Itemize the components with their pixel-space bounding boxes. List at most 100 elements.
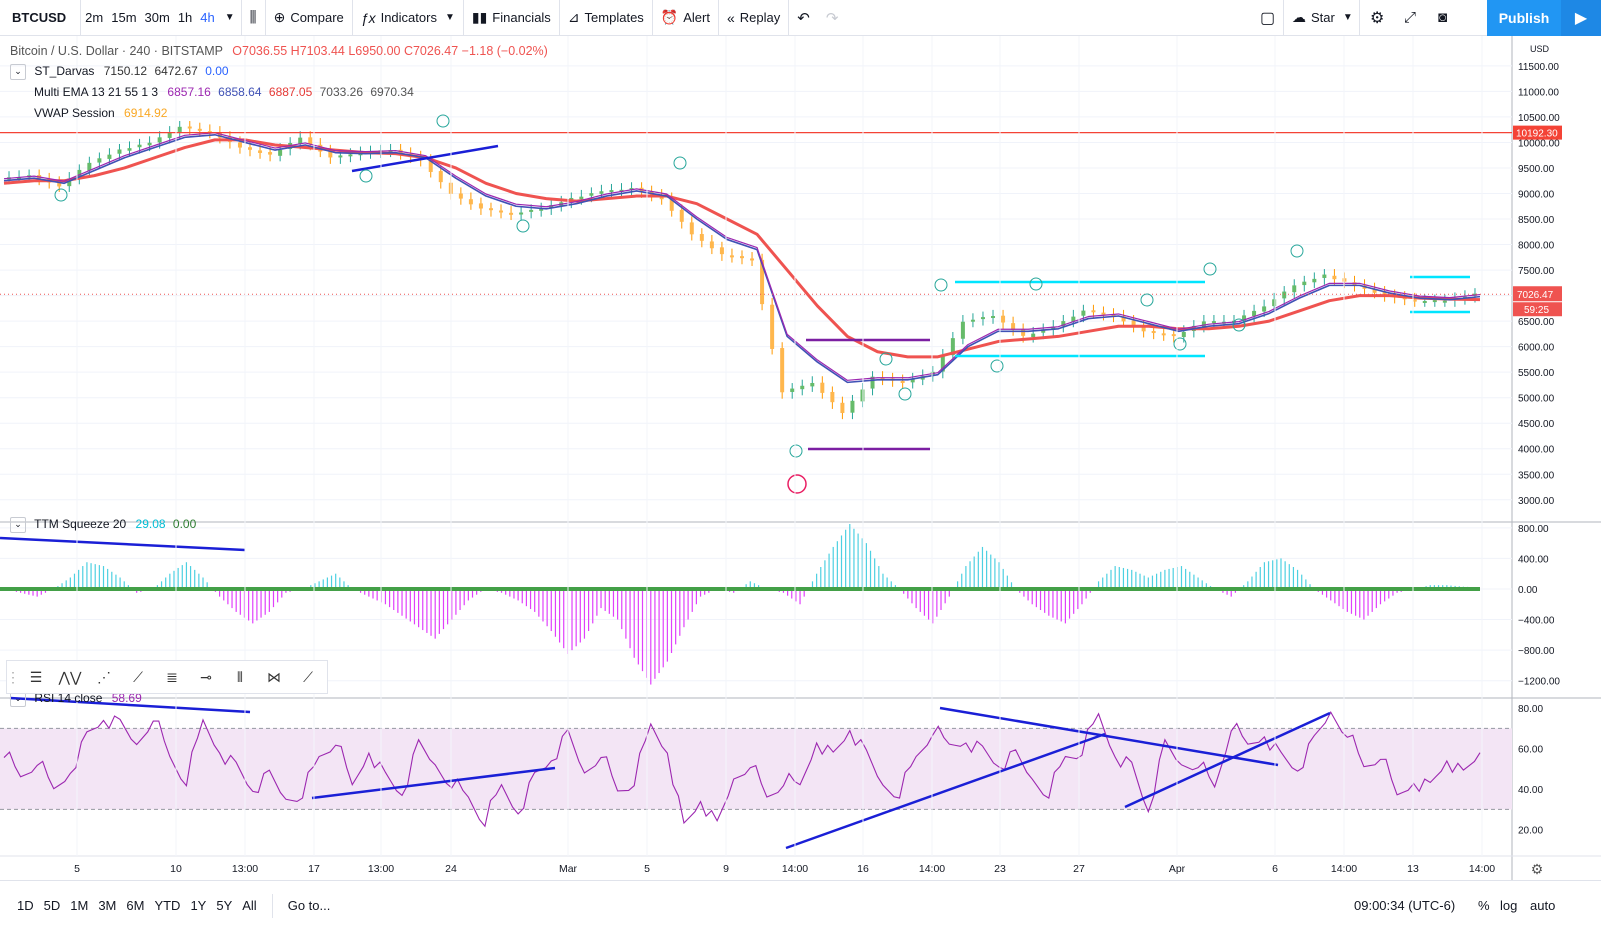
collapse-chevron-icon[interactable]: ⌄: [10, 64, 26, 80]
redo-icon[interactable]: ↷: [825, 9, 839, 27]
divider: [788, 0, 790, 36]
darvas-legend[interactable]: ⌄ ST_Darvas 7150.12 6472.67 0.00: [10, 64, 229, 80]
auto-toggle[interactable]: auto: [1530, 898, 1556, 913]
price-tick-label: 11000.00: [1518, 87, 1559, 98]
timeframe-dropdown-icon[interactable]: ▼: [224, 12, 235, 23]
play-icon[interactable]: ▶: [1561, 0, 1601, 36]
candle-body: [940, 354, 945, 372]
price-tick-label: 9000.00: [1518, 189, 1555, 200]
candle-body: [338, 155, 343, 158]
time-tick-label: 10: [170, 863, 182, 875]
star-button[interactable]: ☁ Star ▼: [1284, 0, 1361, 36]
candle-body: [1201, 321, 1206, 327]
candle-body: [1181, 331, 1186, 338]
candle-body: [117, 149, 122, 154]
vertical-lines-icon[interactable]: ⫴: [237, 668, 243, 685]
candle-body: [599, 191, 604, 194]
candle-body: [1081, 310, 1086, 316]
ttm-tick-label: −800.00: [1518, 646, 1555, 657]
percent-toggle[interactable]: %: [1478, 898, 1490, 913]
candle-body: [488, 208, 493, 211]
range-all[interactable]: All: [242, 898, 257, 913]
undo-icon[interactable]: ↶: [797, 9, 810, 27]
candle-body: [17, 177, 22, 180]
candle-body: [1041, 329, 1046, 333]
expand-icon[interactable]: ⤢: [1404, 9, 1417, 26]
ema-legend: Multi EMA 13 21 55 1 3 6857.16 6858.64 6…: [34, 85, 414, 99]
candle-body: [699, 234, 704, 241]
candle-body: [107, 154, 112, 159]
range-5y[interactable]: 5Y: [216, 898, 233, 913]
candle-body: [1061, 321, 1066, 327]
range-1y[interactable]: 1Y: [190, 898, 207, 913]
symbol-search[interactable]: BTCUSD: [12, 10, 67, 25]
chart-canvas[interactable]: 11500.00 11000.00 10500.00 10000.00 9500.00 9…: [0, 36, 1601, 880]
fib-icon[interactable]: ≣: [166, 668, 178, 685]
replay-button[interactable]: « Replay: [719, 0, 788, 36]
candle-body: [468, 199, 473, 205]
darvas-value-3: 0.00: [205, 64, 229, 79]
elliott-wave-icon[interactable]: ⋰: [97, 668, 111, 685]
horizontal-ray-icon[interactable]: ⊸: [200, 668, 212, 685]
trend-line-icon[interactable]: ⟋: [303, 668, 313, 685]
candle-body: [187, 126, 192, 129]
time-tick-label: 17: [308, 863, 320, 875]
goto-button[interactable]: Go to...: [287, 898, 331, 913]
log-toggle[interactable]: log: [1500, 898, 1518, 913]
price-tick-label: 11500.00: [1518, 62, 1559, 73]
rsi-legend[interactable]: ⌄ RSI 14 close 58.69: [10, 691, 142, 707]
abc-pattern-icon[interactable]: ⋀⋁: [58, 668, 82, 685]
compare-label: Compare: [290, 10, 344, 25]
publish-button[interactable]: Publish: [1487, 0, 1561, 36]
candle-body: [57, 183, 62, 187]
divider: [651, 0, 653, 36]
candle-body: [970, 319, 975, 322]
templates-button[interactable]: ⊿ Templates: [560, 0, 652, 36]
chart-type-icon[interactable]: ⫼: [249, 9, 257, 26]
candle-body: [790, 388, 795, 392]
timeframe-30m[interactable]: 30m: [144, 10, 170, 25]
lines-icon[interactable]: ☰: [29, 668, 43, 685]
candle-body: [1412, 299, 1417, 302]
timeframe-1h[interactable]: 1h: [177, 10, 193, 25]
collapse-chevron-icon[interactable]: ⌄: [10, 517, 26, 533]
timeframe-15m[interactable]: 15m: [111, 10, 137, 25]
trend-angle-icon[interactable]: ⟋: [133, 668, 143, 685]
rsi-band: [0, 728, 1512, 810]
candle-body: [1292, 285, 1297, 293]
fullscreen-square-icon[interactable]: ▢: [1260, 9, 1276, 27]
range-6m[interactable]: 6M: [126, 898, 145, 913]
price-tick-label: 3000.00: [1518, 496, 1555, 507]
financials-button[interactable]: ▮▮ Financials: [464, 0, 559, 36]
compare-button[interactable]: ⊕ Compare: [266, 0, 352, 36]
alert-button[interactable]: ⏰ Alert: [653, 0, 718, 36]
ttm-legend[interactable]: ⌄ TTM Squeeze 20 29.08 0.00: [10, 517, 196, 533]
drag-handle-icon[interactable]: ⋮: [6, 668, 20, 685]
timeframe-2m[interactable]: 2m: [85, 10, 104, 25]
timeframe-4h[interactable]: 4h: [200, 10, 215, 25]
candle-body: [127, 148, 132, 151]
trend-line: [785, 732, 1106, 850]
candle-body: [87, 162, 92, 171]
candle-body: [830, 391, 835, 403]
range-3m[interactable]: 3M: [98, 898, 117, 913]
camera-icon[interactable]: ◙: [1438, 9, 1448, 26]
candle-body: [509, 212, 514, 215]
trend-line: [1124, 711, 1331, 809]
range-1m[interactable]: 1M: [70, 898, 89, 913]
xabcd-pattern-icon[interactable]: ⋈: [267, 668, 281, 685]
cloud-icon: ☁: [1292, 9, 1306, 25]
trend-line: [311, 766, 556, 800]
range-ytd[interactable]: YTD: [154, 898, 181, 913]
plus-circle-icon: ⊕: [273, 9, 286, 25]
main-legend: Bitcoin / U.S. Dollar · 240 · BITSTAMP O…: [10, 44, 548, 58]
wave-marker: [359, 169, 373, 183]
rsi-line: [3, 710, 1481, 828]
settings-gear-icon[interactable]: ⚙: [1370, 9, 1385, 27]
ema-value-2: 6858.64: [218, 85, 262, 99]
range-5d[interactable]: 5D: [43, 898, 61, 913]
candle-body: [1442, 300, 1447, 303]
indicators-button[interactable]: ƒx Indicators ▼: [353, 0, 463, 36]
candle-body: [950, 338, 955, 356]
range-1d[interactable]: 1D: [17, 898, 34, 913]
